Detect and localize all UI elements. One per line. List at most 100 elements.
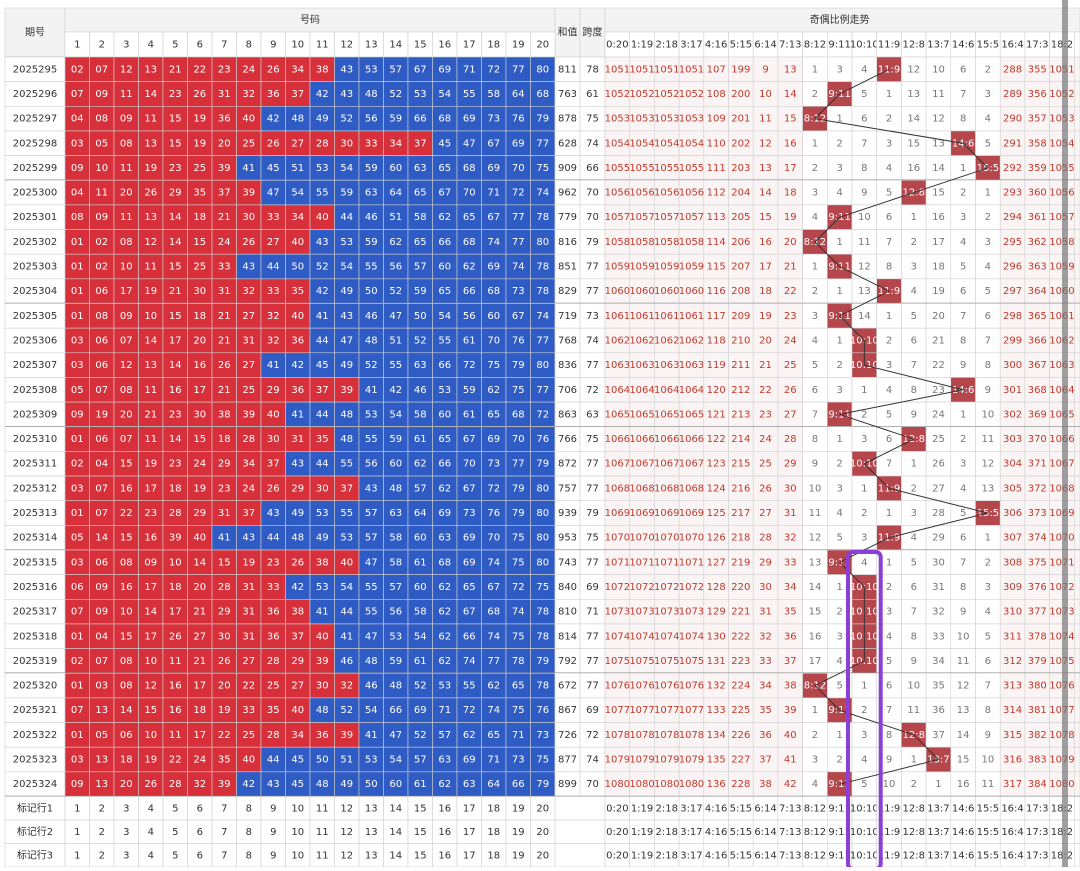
span-cell (579, 106, 606, 132)
ratio-text: 3 (861, 730, 867, 741)
number-text: 26 (193, 89, 206, 100)
ratio-text: 1067 (654, 459, 679, 470)
number-text: 31 (218, 89, 231, 100)
ratio-text: 1053 (629, 114, 654, 125)
number-text: 63 (365, 188, 378, 199)
ratio-text: 1 (911, 459, 917, 470)
col-head-text: 4 (148, 827, 154, 838)
number-cell (260, 106, 286, 132)
number-text: 27 (242, 311, 255, 322)
ratio-text: 27 (784, 409, 797, 420)
number-cell (187, 155, 213, 181)
ratio-text: 6 (960, 286, 966, 297)
number-cell (407, 549, 433, 575)
number-cell (505, 377, 531, 403)
ratio-cell (802, 253, 828, 280)
number-cell (481, 525, 507, 551)
ratio-text: 1075 (605, 656, 630, 667)
ratio-text: 1060 (654, 286, 679, 297)
ratio-text: 14 (858, 311, 871, 322)
sum-text: 811 (558, 64, 577, 75)
ratio-text: 5 (812, 360, 818, 371)
number-cell (481, 401, 507, 428)
ratio-cell (1049, 746, 1075, 773)
number-text: 39 (169, 533, 182, 544)
number-cell (236, 525, 262, 551)
sum-cell (554, 81, 581, 107)
col-head-text: 7 (221, 803, 227, 814)
ratio-cell (876, 179, 902, 206)
ratio-text: 1 (960, 409, 966, 420)
ratio-text: 6 (985, 656, 991, 667)
ratio-text: 6 (985, 311, 991, 322)
number-text: 06 (95, 434, 108, 445)
number-cell (481, 549, 507, 575)
ratio-cell (703, 500, 729, 526)
ratio-cell (703, 278, 729, 304)
col-head-text: 14 (389, 803, 402, 814)
number-text: 21 (169, 286, 182, 297)
number-text: 21 (218, 212, 231, 223)
trend-line (839, 389, 964, 415)
number-text: 60 (389, 163, 402, 174)
ratio-cell (1024, 426, 1050, 452)
ratio-text: 13 (809, 557, 822, 568)
number-text: 79 (536, 656, 549, 667)
ratio-text: 377 (1028, 607, 1047, 618)
number-text: 44 (267, 262, 280, 273)
number-text: 24 (218, 237, 231, 248)
ratio-text: 4 (812, 212, 818, 223)
ratio-cell (802, 746, 828, 773)
number-cell (162, 229, 188, 255)
ratio-text: 1075 (679, 656, 704, 667)
span-text: 74 (586, 138, 599, 149)
number-text: 22 (218, 730, 231, 741)
number-cell (309, 623, 335, 649)
span-cell (579, 130, 606, 156)
ratio-text: 317 (1003, 779, 1022, 790)
ratio-cell (1024, 106, 1050, 132)
ratio-text: 8 (861, 163, 867, 174)
ratio-cell (654, 549, 680, 575)
ratio-cell (629, 525, 655, 551)
number-text: 68 (536, 89, 549, 100)
number-text: 60 (438, 262, 451, 273)
ratio-text: 295 (1003, 237, 1022, 248)
number-text: 06 (95, 360, 108, 371)
number-cell (505, 549, 531, 575)
ratio-text: 9 (886, 755, 892, 766)
number-cell (113, 623, 139, 649)
number-text: 31 (242, 335, 255, 346)
ratio-text: 1051 (679, 64, 704, 75)
col-head (678, 31, 705, 58)
ratio-cell (678, 204, 705, 230)
ratio-cell (654, 722, 680, 748)
ratio-text: 133 (707, 705, 726, 716)
number-text: 53 (316, 163, 329, 174)
number-cell (530, 475, 556, 501)
col-head (999, 31, 1026, 58)
span-text: 72 (586, 385, 599, 396)
number-text: 13 (144, 360, 157, 371)
number-text: 69 (463, 114, 476, 125)
number-text: 14 (144, 335, 157, 346)
ratio-cell (901, 56, 927, 82)
ratio-text: 18 (759, 286, 772, 297)
ratio-cell (654, 771, 680, 797)
number-cell (407, 56, 433, 82)
col-head-text: 14 (389, 40, 402, 51)
ratio-cell (654, 648, 680, 674)
number-cell (113, 253, 139, 280)
number-text: 61 (414, 779, 427, 790)
ratio-text: 1 (836, 335, 842, 346)
ratio-cell (728, 722, 754, 748)
ratio-cell (1049, 229, 1075, 255)
ratio-cell (851, 697, 878, 723)
issue-text: 2025315 (13, 557, 58, 568)
number-text: 41 (218, 533, 231, 544)
number-text: 02 (71, 64, 84, 75)
ratio-text: 23 (784, 311, 797, 322)
ratio-text: 33 (932, 631, 945, 642)
ratio-cell (999, 179, 1026, 206)
number-text: 71 (438, 705, 451, 716)
